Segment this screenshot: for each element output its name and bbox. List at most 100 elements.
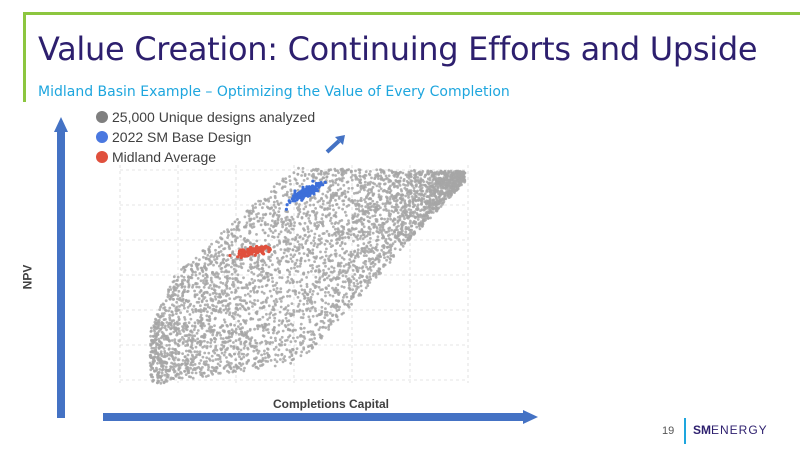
scatter-point-gray bbox=[377, 223, 381, 227]
scatter-point-gray bbox=[371, 214, 375, 218]
scatter-point-gray bbox=[334, 198, 337, 202]
scatter-point-blue bbox=[299, 193, 303, 197]
scatter-point-gray bbox=[272, 185, 276, 189]
scatter-point-gray bbox=[340, 179, 344, 183]
scatter-point-gray bbox=[284, 339, 287, 342]
chart-legend: 25,000 Unique designs analyzed 2022 SM B… bbox=[96, 107, 315, 167]
scatter-point-gray bbox=[332, 269, 336, 273]
scatter-point-red bbox=[266, 245, 270, 250]
scatter-point-gray bbox=[404, 194, 408, 198]
scatter-point-gray bbox=[366, 183, 369, 187]
scatter-point-gray bbox=[267, 331, 270, 334]
scatter-point-gray bbox=[430, 181, 434, 185]
scatter-point-gray bbox=[227, 293, 230, 297]
scatter-point-gray bbox=[189, 357, 193, 361]
scatter-point-gray bbox=[266, 347, 269, 351]
scatter-point-gray bbox=[190, 371, 194, 375]
scatter-point-gray bbox=[232, 317, 236, 320]
scatter-point-gray bbox=[374, 218, 378, 221]
scatter-point-gray bbox=[206, 340, 210, 344]
scatter-point-gray bbox=[314, 213, 318, 216]
scatter-point-gray bbox=[277, 232, 281, 236]
scatter-point-gray bbox=[209, 345, 213, 348]
scatter-point-gray bbox=[347, 187, 351, 190]
scatter-point-gray bbox=[369, 180, 372, 184]
scatter-point-gray bbox=[313, 236, 316, 240]
scatter-point-gray bbox=[341, 232, 345, 236]
scatter-point-gray bbox=[213, 295, 217, 298]
scatter-point-gray bbox=[377, 174, 380, 178]
scatter-point-gray bbox=[439, 186, 443, 190]
scatter-point-gray bbox=[183, 290, 187, 293]
scatter-point-gray bbox=[315, 265, 319, 269]
scatter-point-gray bbox=[429, 193, 432, 197]
scatter-point-gray bbox=[351, 263, 355, 267]
scatter-point-gray bbox=[357, 255, 360, 259]
scatter-point-gray bbox=[363, 180, 367, 184]
scatter-point-gray bbox=[409, 182, 413, 186]
scatter-point-gray bbox=[300, 216, 304, 220]
scatter-point-gray bbox=[247, 312, 251, 316]
scatter-point-gray bbox=[384, 177, 388, 181]
scatter-point-gray bbox=[275, 291, 279, 295]
scatter-point-gray bbox=[278, 262, 281, 266]
scatter-point-gray bbox=[320, 237, 323, 241]
scatter-point-gray bbox=[382, 208, 386, 212]
scatter-point-blue bbox=[301, 185, 305, 189]
scatter-point-gray bbox=[393, 247, 397, 251]
scatter-point-gray bbox=[296, 336, 299, 339]
scatter-point-gray bbox=[375, 200, 379, 204]
scatter-point-gray bbox=[397, 224, 400, 228]
scatter-point-gray bbox=[308, 203, 312, 207]
scatter-point-gray bbox=[201, 345, 205, 349]
scatter-point-gray bbox=[378, 182, 382, 186]
scatter-point-gray bbox=[365, 244, 369, 248]
scatter-point-gray bbox=[193, 339, 197, 343]
scatter-point-gray bbox=[254, 365, 258, 369]
scatter-point-gray bbox=[154, 345, 158, 349]
scatter-point-gray bbox=[363, 210, 366, 214]
scatter-point-gray bbox=[243, 344, 247, 348]
scatter-point-gray bbox=[221, 258, 225, 261]
scatter-point-gray bbox=[240, 352, 244, 356]
scatter-point-gray bbox=[174, 356, 177, 360]
red-scatter-cluster bbox=[228, 244, 272, 260]
scatter-point-gray bbox=[332, 266, 336, 270]
scatter-point-gray bbox=[182, 304, 186, 307]
scatter-point-gray bbox=[261, 206, 264, 210]
scatter-point-gray bbox=[284, 181, 288, 184]
scatter-point-gray bbox=[340, 256, 344, 259]
scatter-point-gray bbox=[217, 245, 221, 249]
scatter-point-gray bbox=[381, 169, 385, 173]
scatter-point-gray bbox=[331, 286, 334, 290]
scatter-point-gray bbox=[177, 365, 181, 368]
scatter-point-gray bbox=[354, 290, 357, 294]
scatter-point-gray bbox=[434, 201, 438, 205]
scatter-point-gray bbox=[285, 311, 289, 315]
scatter-point-gray bbox=[163, 354, 167, 358]
legend-swatch-blue bbox=[96, 131, 108, 143]
scatter-point-gray bbox=[290, 313, 293, 317]
scatter-point-gray bbox=[222, 299, 226, 302]
scatter-point-gray bbox=[409, 219, 412, 223]
scatter-point-gray bbox=[404, 202, 407, 206]
scatter-point-gray bbox=[460, 174, 463, 177]
scatter-point-gray bbox=[206, 253, 210, 257]
scatter-point-gray bbox=[178, 305, 181, 308]
scatter-point-gray bbox=[198, 370, 202, 374]
scatter-point-gray bbox=[285, 242, 288, 246]
scatter-point-gray bbox=[203, 303, 207, 307]
scatter-point-gray bbox=[263, 324, 267, 328]
scatter-point-gray bbox=[253, 363, 256, 366]
scatter-point-gray bbox=[342, 199, 346, 203]
scatter-point-gray bbox=[264, 212, 268, 216]
scatter-point-gray bbox=[187, 333, 191, 337]
scatter-point-gray bbox=[149, 354, 153, 358]
scatter-point-gray bbox=[449, 175, 453, 179]
scatter-point-gray bbox=[377, 257, 380, 260]
scatter-point-gray bbox=[252, 302, 256, 305]
scatter-point-gray bbox=[203, 283, 207, 286]
scatter-point-gray bbox=[443, 170, 447, 174]
scatter-point-gray bbox=[168, 332, 172, 336]
scatter-point-gray bbox=[457, 179, 461, 182]
